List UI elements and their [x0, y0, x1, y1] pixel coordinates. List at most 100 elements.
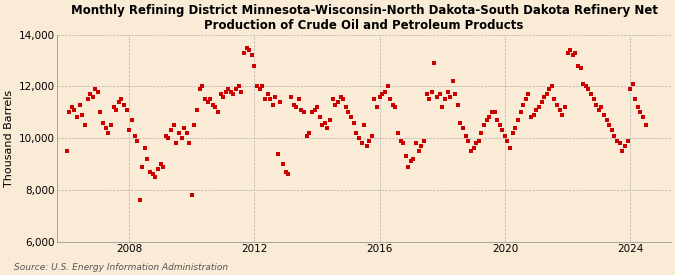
Point: [291, 105, 302, 109]
Point: [591, 102, 601, 107]
Point: [171, 141, 182, 145]
Point: [108, 105, 119, 109]
Point: [67, 105, 78, 109]
Point: [427, 89, 437, 94]
Point: [124, 128, 134, 133]
Point: [502, 139, 513, 143]
Point: [252, 84, 263, 89]
Point: [288, 102, 299, 107]
Title: Monthly Refining District Minnesota-Wisconsin-North Dakota-South Dakota Refinery: Monthly Refining District Minnesota-Wisc…: [70, 4, 657, 32]
Point: [533, 105, 544, 109]
Point: [523, 92, 534, 96]
Point: [280, 170, 291, 174]
Point: [564, 48, 575, 53]
Point: [387, 102, 398, 107]
Point: [231, 87, 242, 91]
Point: [312, 105, 323, 109]
Point: [330, 102, 341, 107]
Point: [557, 113, 568, 117]
Point: [95, 110, 106, 114]
Point: [439, 97, 450, 101]
Point: [377, 92, 387, 96]
Point: [286, 95, 296, 99]
Point: [348, 120, 359, 125]
Point: [101, 126, 111, 130]
Point: [234, 84, 244, 89]
Point: [429, 61, 440, 65]
Point: [301, 133, 312, 138]
Point: [570, 51, 580, 55]
Point: [539, 95, 549, 99]
Point: [463, 139, 474, 143]
Point: [575, 66, 586, 70]
Point: [132, 139, 142, 143]
Point: [267, 102, 278, 107]
Point: [116, 97, 127, 101]
Point: [259, 97, 270, 101]
Point: [317, 123, 328, 127]
Point: [210, 105, 221, 109]
Point: [176, 136, 187, 140]
Point: [470, 141, 481, 145]
Point: [487, 110, 497, 114]
Point: [119, 102, 130, 107]
Point: [249, 64, 260, 68]
Point: [580, 84, 591, 89]
Point: [314, 115, 325, 120]
Point: [283, 172, 294, 177]
Point: [98, 120, 109, 125]
Point: [406, 159, 416, 164]
Point: [356, 141, 367, 145]
Point: [593, 108, 604, 112]
Point: [202, 100, 213, 104]
Point: [554, 108, 565, 112]
Point: [207, 102, 218, 107]
Point: [630, 97, 641, 101]
Point: [179, 126, 190, 130]
Point: [536, 100, 547, 104]
Point: [421, 92, 432, 96]
Point: [343, 110, 354, 114]
Point: [497, 128, 508, 133]
Y-axis label: Thousand Barrels: Thousand Barrels: [4, 90, 14, 187]
Point: [319, 120, 330, 125]
Point: [137, 164, 148, 169]
Point: [241, 45, 252, 50]
Point: [225, 89, 236, 94]
Point: [437, 105, 448, 109]
Point: [418, 139, 429, 143]
Point: [103, 131, 113, 135]
Point: [568, 53, 578, 57]
Point: [510, 126, 520, 130]
Point: [239, 51, 250, 55]
Point: [278, 162, 289, 166]
Point: [72, 115, 82, 120]
Point: [641, 123, 651, 127]
Point: [494, 123, 505, 127]
Point: [184, 141, 195, 145]
Point: [627, 82, 638, 86]
Point: [205, 97, 215, 101]
Point: [638, 115, 649, 120]
Point: [445, 95, 456, 99]
Point: [452, 102, 463, 107]
Point: [625, 87, 636, 91]
Point: [586, 92, 597, 96]
Point: [448, 79, 458, 83]
Point: [306, 110, 317, 114]
Point: [460, 133, 471, 138]
Point: [153, 167, 163, 171]
Point: [63, 110, 74, 114]
Point: [150, 175, 161, 179]
Point: [80, 123, 90, 127]
Point: [298, 110, 309, 114]
Point: [635, 110, 646, 114]
Point: [547, 84, 558, 89]
Point: [479, 123, 489, 127]
Point: [262, 92, 273, 96]
Point: [168, 123, 179, 127]
Point: [77, 113, 88, 117]
Point: [403, 164, 414, 169]
Point: [367, 133, 377, 138]
Point: [382, 84, 393, 89]
